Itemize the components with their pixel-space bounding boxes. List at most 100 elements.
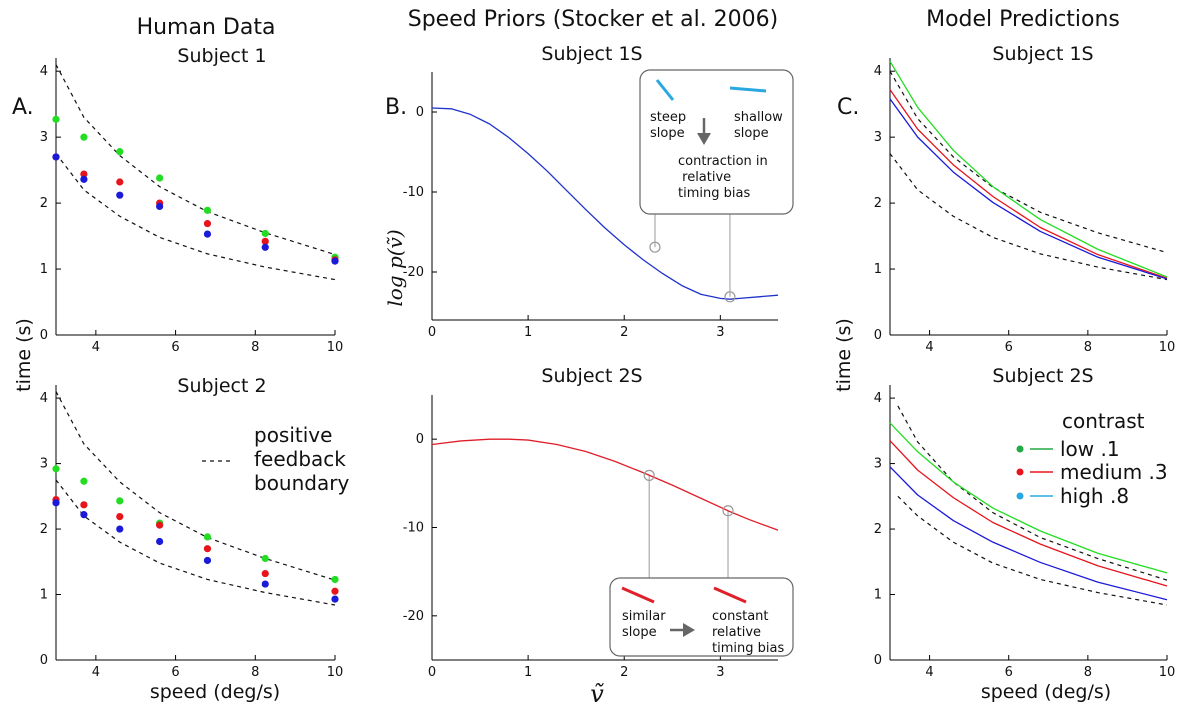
y-tick-label: 2	[874, 522, 882, 537]
panel-label-c: C.	[837, 95, 859, 120]
annotation-b2-frame	[609, 577, 794, 657]
text-line: contraction in	[678, 154, 768, 169]
x-tick-label: 4	[92, 665, 100, 680]
legend-c: contrast low .1 medium .3 high .8	[1016, 409, 1168, 508]
x-tick-label: 0	[428, 665, 436, 680]
x-tick-label: 10	[1159, 665, 1176, 680]
x-tick-label: 8	[1084, 665, 1092, 680]
subtitle-c2: Subject 2S	[992, 365, 1093, 387]
col-title-speed-priors: Speed Priors (Stocker et al. 2006)	[408, 7, 779, 32]
data-point	[203, 533, 212, 541]
data-point	[116, 513, 124, 521]
y-tick-label: 1	[40, 588, 48, 603]
data-point	[80, 477, 88, 485]
data-point	[156, 537, 164, 546]
text-line: timing bias	[712, 641, 784, 656]
annotation-b2-result: constant relative timing bias	[712, 609, 784, 656]
subtitle-c1: Subject 1S	[992, 43, 1093, 65]
y-tick-label: -10	[403, 521, 424, 536]
y-tick-label: 3	[40, 130, 48, 145]
chart-a1: 4 6 8 10 0 1 2 3 4	[40, 58, 343, 355]
series-line	[889, 98, 1168, 280]
text-line: boundary	[254, 471, 349, 495]
similar-slope-glyph-left	[621, 586, 655, 604]
boundary-upper-line	[55, 64, 336, 256]
data-point	[116, 191, 124, 199]
text-line: slope	[622, 625, 657, 640]
text-line: timing bias	[678, 186, 750, 201]
y-tick-label: 2	[40, 196, 48, 211]
subtitle-b2: Subject 2S	[541, 365, 642, 387]
legend-c-label-high: high .8	[1060, 484, 1129, 508]
y-tick-label: 4	[40, 64, 48, 79]
y-tick-label: 0	[416, 432, 424, 447]
x-tick-label: 1	[524, 325, 532, 340]
x-tick-label: 0	[428, 325, 436, 340]
y-axis-label-b: log p(ṽ)	[383, 229, 407, 306]
y-tick-label: -20	[403, 265, 424, 280]
data-point	[261, 243, 269, 251]
y-tick-label: 0	[40, 653, 48, 668]
data-point	[331, 257, 339, 265]
boundary-upper-line	[889, 70, 1168, 254]
prior-marker	[643, 469, 655, 481]
text-line: steep	[650, 110, 686, 125]
series-line	[889, 89, 1168, 279]
text-line: slope	[650, 126, 685, 141]
y-tick-label: 4	[874, 391, 882, 406]
data-point	[156, 174, 164, 182]
down-arrow-icon	[697, 118, 711, 145]
y-tick-label: 1	[40, 262, 48, 277]
text-line: shallow	[734, 110, 783, 125]
y-tick-label: 3	[40, 457, 48, 472]
boundary-upper-line	[897, 405, 1168, 581]
text-line: slope	[734, 126, 769, 141]
text-line: relative	[678, 170, 731, 185]
similar-slope-glyph-right	[713, 586, 747, 604]
y-tick-label: 0	[40, 328, 48, 343]
data-point	[80, 133, 88, 141]
col-title-model-predictions: Model Predictions	[926, 7, 1120, 32]
data-point	[331, 575, 339, 584]
legend-c-label-medium: medium .3	[1060, 460, 1168, 484]
annotation-b2-left-label: similar slope	[622, 609, 666, 640]
annotation-b1-result: contraction in relative timing bias	[678, 154, 768, 201]
data-point	[80, 175, 88, 183]
subtitle-a2: Subject 2	[177, 375, 266, 397]
x-tick-label: 8	[251, 665, 259, 680]
text-line: similar	[622, 609, 666, 624]
x-tick-label: 4	[925, 665, 933, 680]
x-tick-label: 1	[524, 665, 532, 680]
y-axis-label-c: time (s)	[833, 318, 855, 392]
data-point	[203, 206, 212, 214]
data-point	[331, 587, 339, 595]
x-tick-label: 6	[1005, 340, 1013, 355]
chart-b1: 0 1 2 3 0 -10 -20	[403, 72, 779, 340]
data-point	[52, 153, 60, 161]
data-point	[203, 545, 212, 553]
data-point	[156, 521, 164, 529]
y-tick-label: 2	[40, 522, 48, 537]
series-line	[431, 438, 779, 531]
annotation-box-b1: steep slope shallow slope contraction in r…	[639, 69, 794, 215]
y-tick-label: 0	[416, 105, 424, 120]
x-tick-label: 6	[171, 340, 179, 355]
x-axis-label-b: ṽ	[590, 680, 604, 708]
data-point	[203, 219, 212, 228]
col-title-human-data: Human Data	[137, 15, 276, 40]
data-point	[116, 148, 124, 156]
data-point	[331, 595, 339, 603]
x-tick-label: 8	[1084, 340, 1092, 355]
subtitle-a1: Subject 1	[177, 45, 266, 67]
chart-a2: 4 6 8 10 0 1 2 3 4	[40, 385, 343, 680]
boundary-upper-line	[55, 391, 336, 581]
panel-label-a: A.	[12, 95, 34, 120]
annotation-b1-frame	[639, 69, 794, 215]
y-tick-label: -10	[403, 185, 424, 200]
legend-c-label-low: low .1	[1060, 437, 1120, 461]
x-tick-label: 6	[1005, 665, 1013, 680]
data-point	[261, 229, 269, 238]
y-tick-label: 0	[874, 653, 882, 668]
